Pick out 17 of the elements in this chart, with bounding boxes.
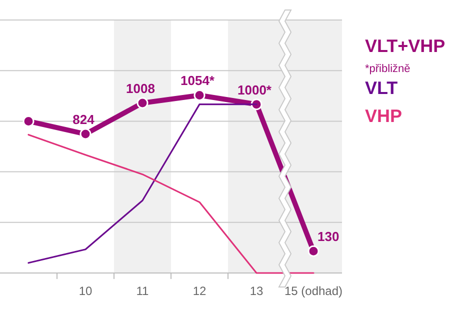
point (80, 128, 92, 140)
text: VLT (365, 78, 398, 98)
data-label: 1000* (238, 82, 272, 98)
x-tick-label: 10 (78, 284, 92, 298)
x-tick-label: 15 (odhad) (284, 284, 343, 298)
point (308, 245, 320, 257)
x-tick-label: 12 (192, 284, 206, 298)
text: VLT+VHP (365, 36, 446, 56)
point (136, 97, 148, 109)
data-label: 1054* (180, 73, 216, 88)
text: VHP (365, 106, 402, 126)
data-label: 130 (318, 229, 340, 244)
x-tick-label: 11 (136, 284, 150, 298)
x-tick-label: 13 (250, 284, 264, 298)
text: *přibližně (365, 63, 410, 75)
data-label: 824 (72, 112, 96, 128)
data-label: 1008 (126, 80, 155, 96)
